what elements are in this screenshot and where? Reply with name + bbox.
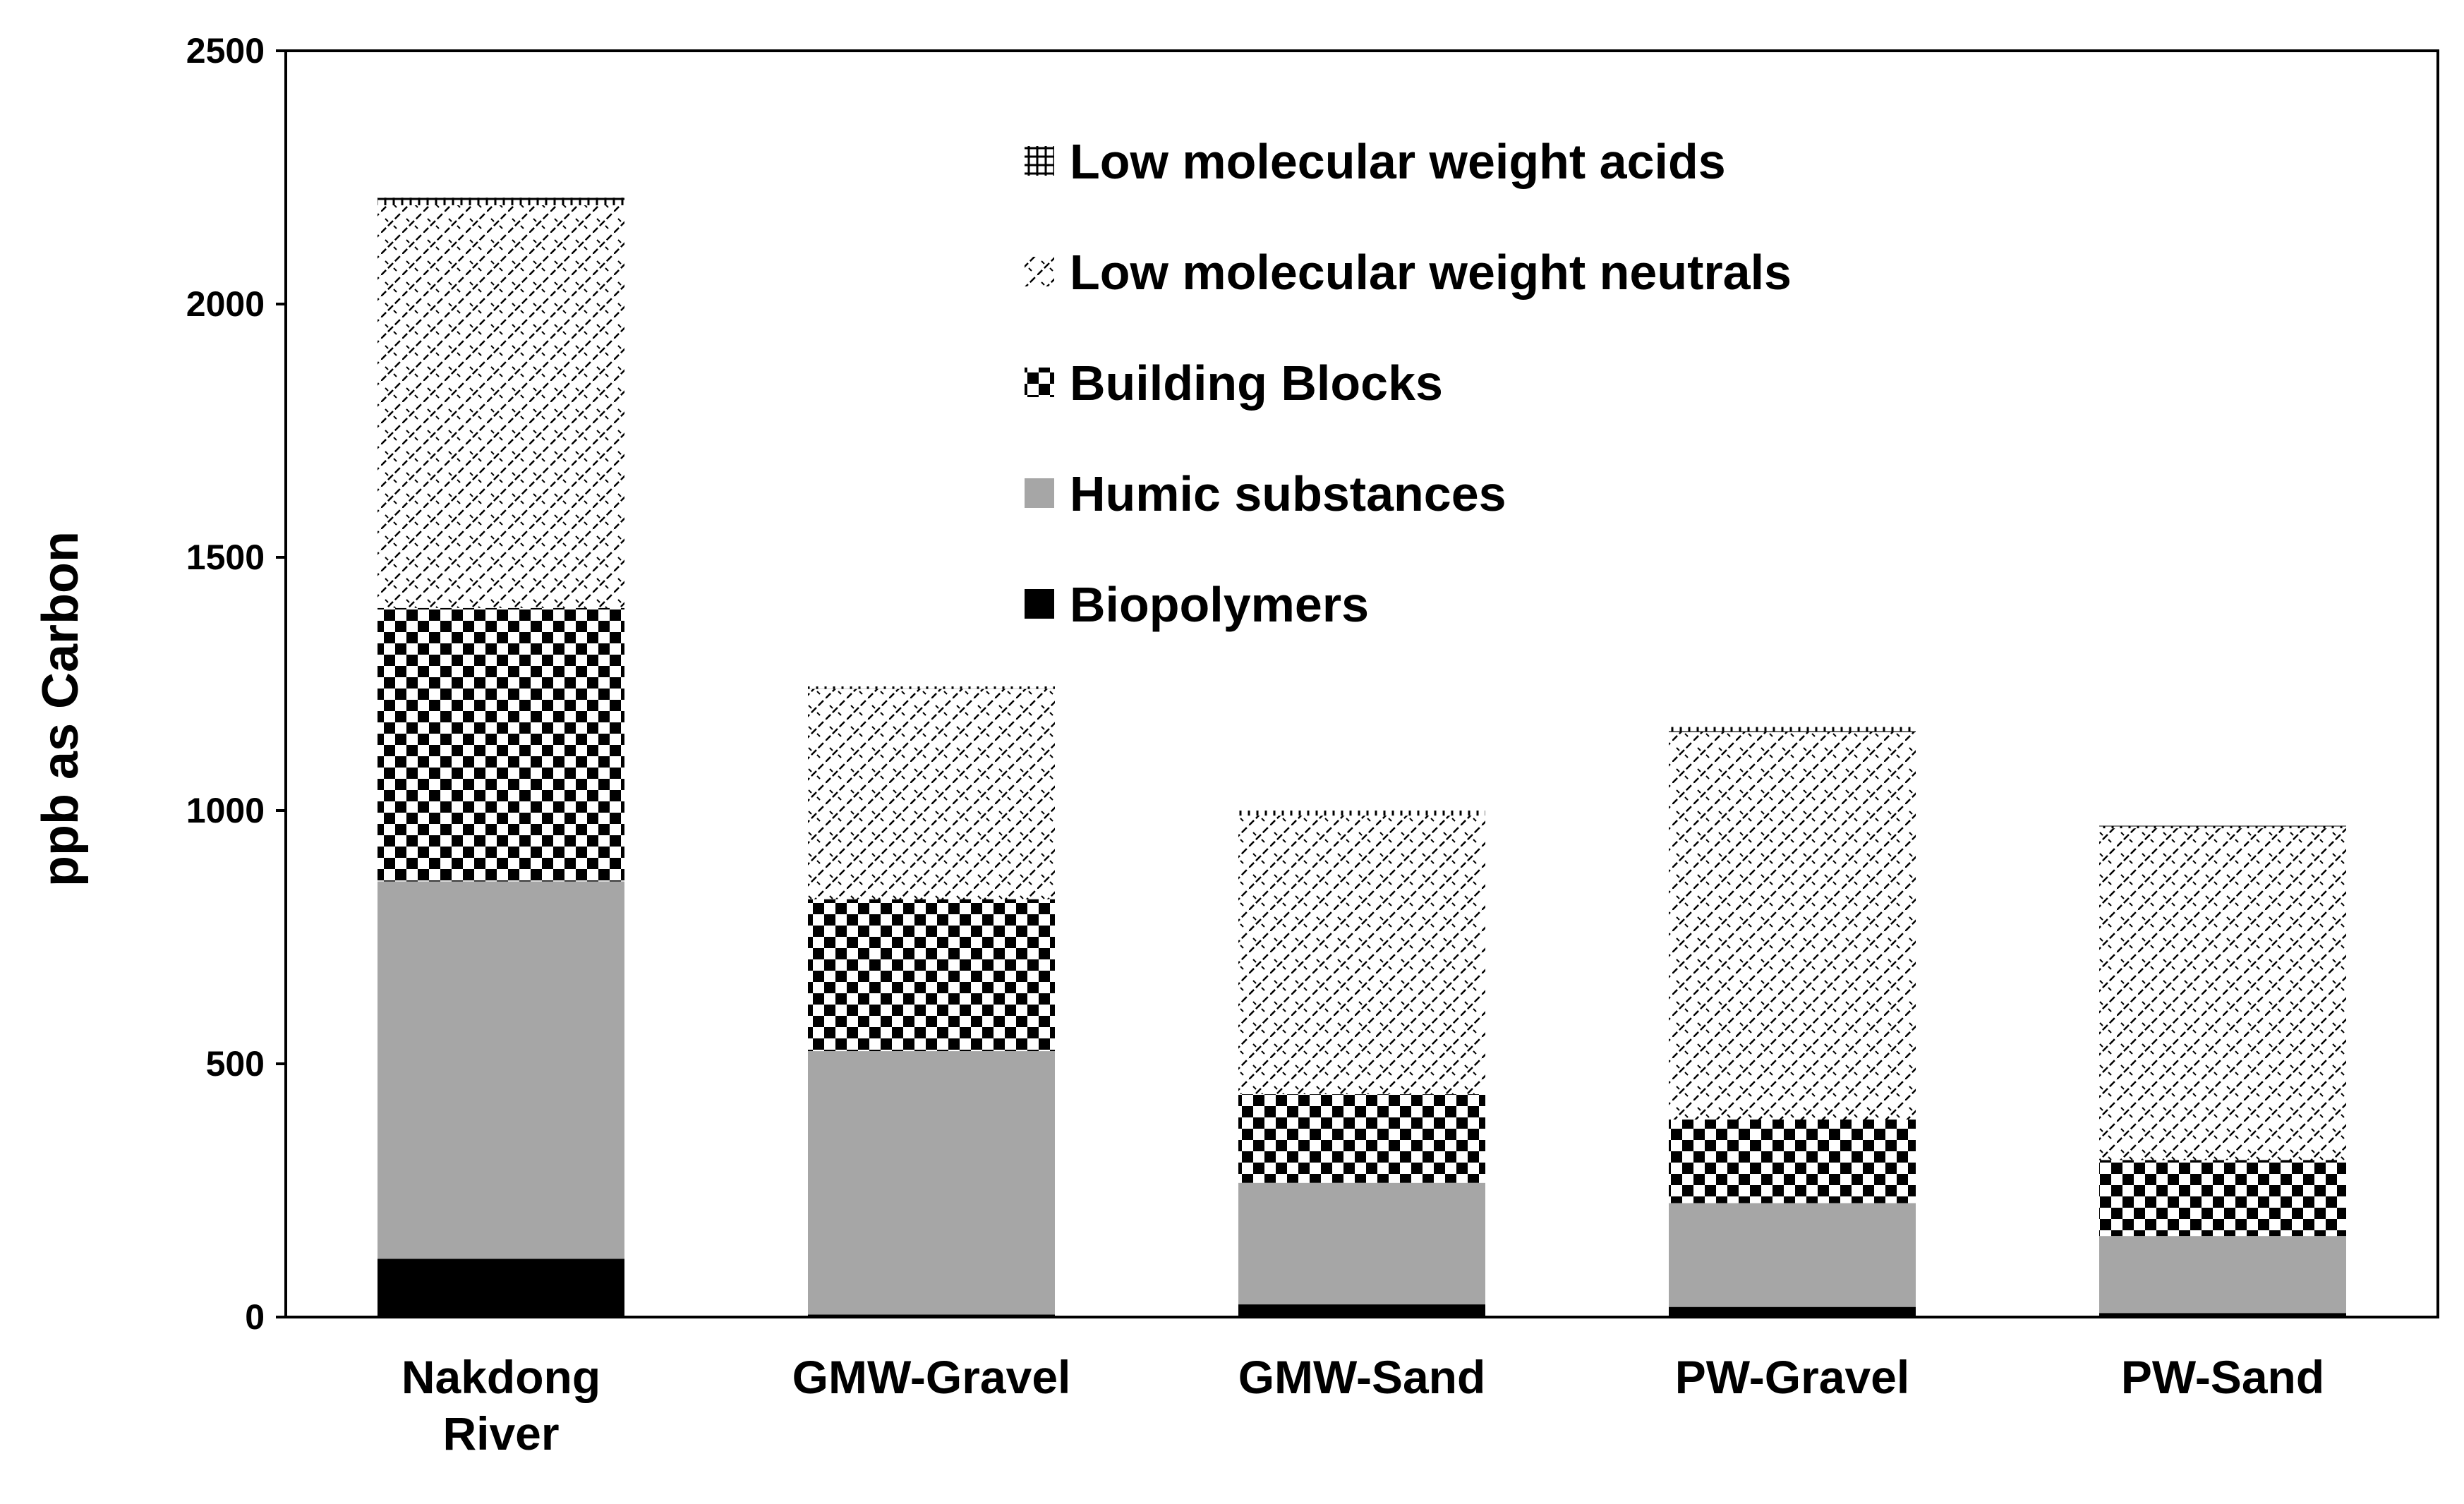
bar-segment-biopolymers: [1669, 1306, 1916, 1317]
bar-segment-humic-substances: [808, 1051, 1055, 1315]
y-tick-label: 500: [206, 1044, 265, 1084]
x-category-label: GMW-Sand: [1238, 1351, 1486, 1403]
bar-segment-low-molecular-weight-neutrals: [808, 689, 1055, 899]
bar-segment-low-molecular-weight-acids: [808, 686, 1055, 689]
bar-segment-biopolymers: [1238, 1304, 1485, 1317]
bar-segment-low-molecular-weight-acids: [1669, 727, 1916, 732]
legend: Low molecular weight acids Low molecular …: [1025, 134, 1792, 632]
bar-segment-low-molecular-weight-neutrals: [1669, 732, 1916, 1120]
x-category-label: Nakdong: [401, 1351, 600, 1403]
legend-swatch: [1025, 589, 1054, 619]
bar-segment-low-molecular-weight-acids: [2099, 825, 2346, 829]
legend-label: Building Blocks: [1070, 356, 1443, 411]
bar-segment-low-molecular-weight-acids: [1238, 811, 1485, 816]
legend-label: Low molecular weight neutrals: [1070, 245, 1792, 300]
y-tick-label: 2000: [186, 284, 265, 324]
y-tick-label: 1000: [186, 791, 265, 830]
bar-segment-humic-substances: [2099, 1236, 2346, 1314]
bar-segment-building-blocks: [808, 899, 1055, 1052]
bar-segment-low-molecular-weight-neutrals: [1238, 815, 1485, 1095]
legend-swatch: [1025, 257, 1054, 286]
bar-segment-humic-substances: [378, 881, 624, 1259]
bar-segment-building-blocks: [2099, 1160, 2346, 1237]
y-tick-label: 0: [245, 1297, 265, 1337]
bars-group: [378, 198, 2346, 1317]
bar-segment-low-molecular-weight-neutrals: [2099, 828, 2346, 1160]
bar-segment-humic-substances: [1669, 1203, 1916, 1307]
legend-label: Biopolymers: [1070, 577, 1369, 632]
legend-swatch: [1025, 368, 1054, 397]
legend-swatch: [1025, 478, 1054, 508]
bar-segment-humic-substances: [1238, 1182, 1485, 1305]
x-category-label: PW-Sand: [2121, 1351, 2324, 1403]
y-tick-label: 1500: [186, 538, 265, 577]
bar-segment-biopolymers: [808, 1314, 1055, 1317]
y-axis: 0 500 1000 1500 2000 2500: [186, 31, 286, 1337]
x-category-label: PW-Gravel: [1675, 1351, 1909, 1403]
legend-swatch: [1025, 146, 1054, 176]
y-axis-title: ppb as Carbon: [32, 531, 89, 887]
bar-segment-building-blocks: [378, 607, 624, 882]
bar-segment-building-blocks: [1238, 1094, 1485, 1183]
bar-segment-building-blocks: [1669, 1119, 1916, 1203]
legend-label: Low molecular weight acids: [1070, 134, 1726, 189]
x-category-label: River: [442, 1407, 559, 1460]
bar-segment-biopolymers: [378, 1259, 624, 1317]
bar-segment-low-molecular-weight-acids: [378, 198, 624, 205]
legend-label: Humic substances: [1070, 466, 1506, 521]
bar-segment-biopolymers: [2099, 1313, 2346, 1317]
x-category-label: GMW-Gravel: [792, 1351, 1071, 1403]
y-tick-label: 2500: [186, 31, 265, 71]
bar-segment-low-molecular-weight-neutrals: [378, 205, 624, 608]
